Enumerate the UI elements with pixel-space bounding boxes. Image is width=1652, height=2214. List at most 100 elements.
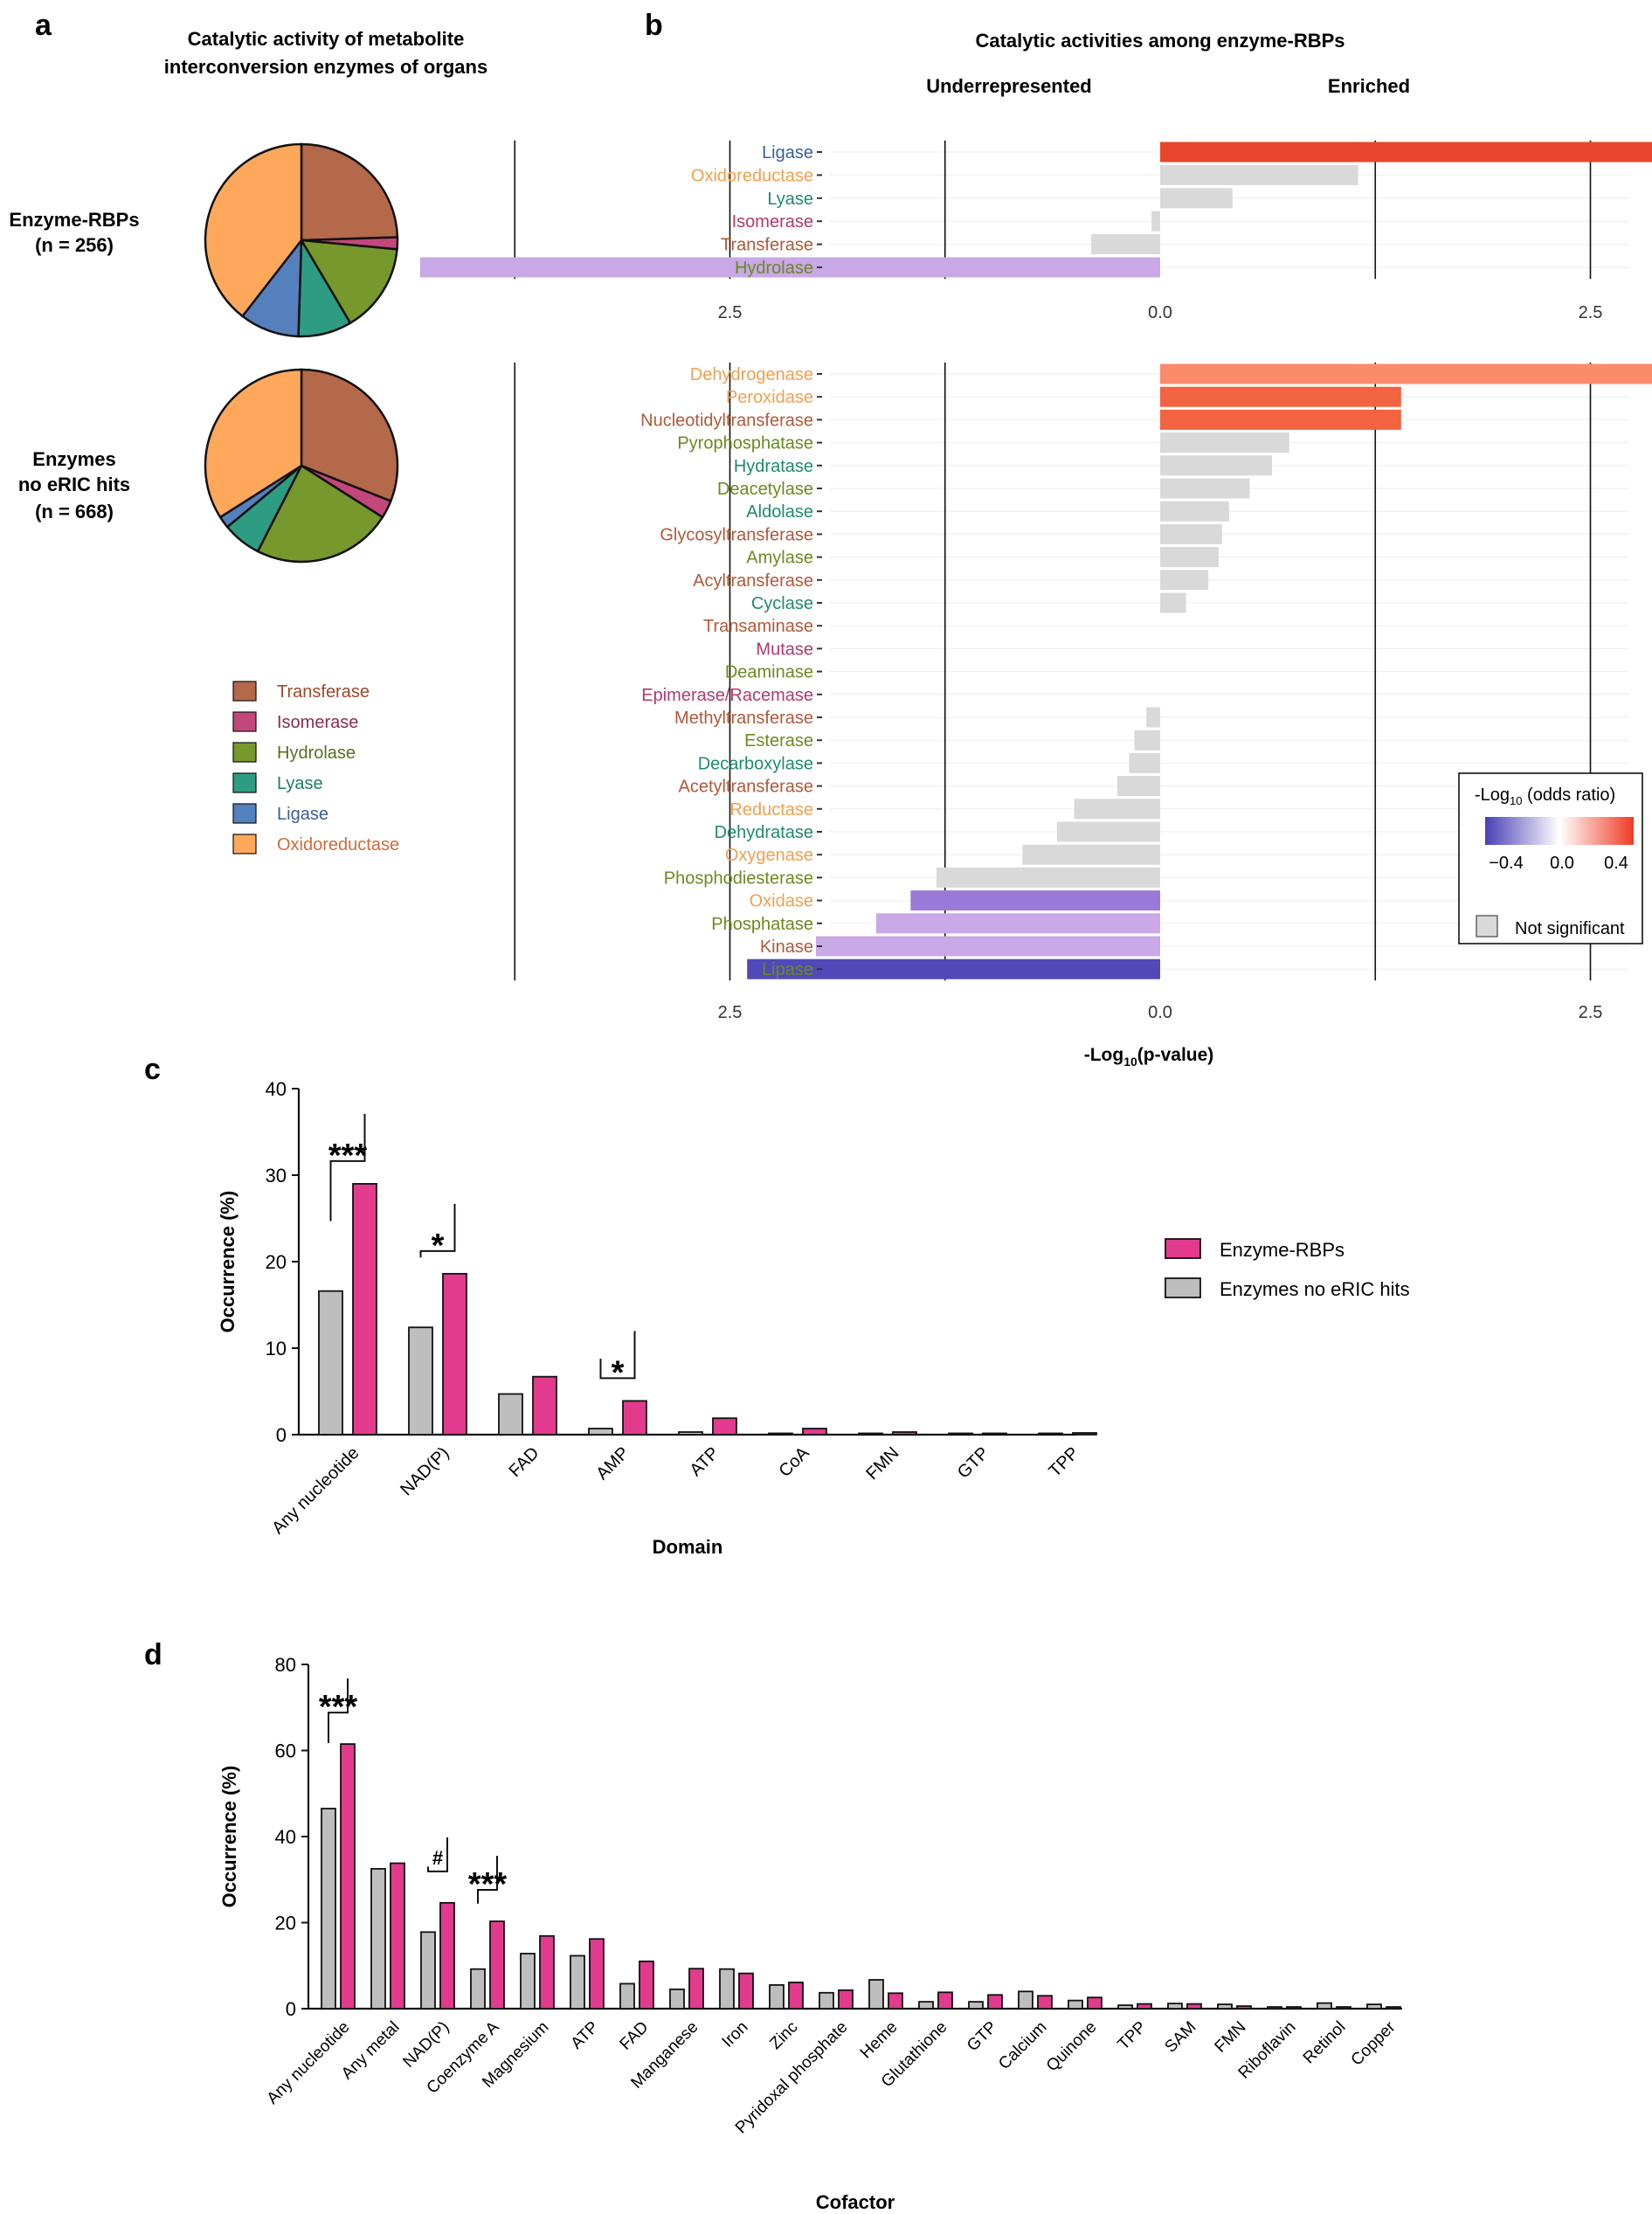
significance-bracket [328, 1678, 349, 1743]
bar-enzyme-rbp [390, 1862, 405, 2010]
bar-aldolase [1160, 501, 1229, 522]
category-label: Esterase [744, 731, 813, 751]
legend-label-transferase: Transferase [277, 682, 370, 702]
pie-slice-transferase [300, 142, 399, 242]
category-label: Acyltransferase [693, 571, 813, 591]
legend-label-hydrolase: Hydrolase [277, 744, 356, 763]
x-tick-label: 0.0 [1148, 1003, 1172, 1022]
bar-enzyme-rbp [982, 1432, 1007, 1436]
x-tick-label: 2.5 [718, 303, 743, 322]
category-label: Isomerase [732, 212, 813, 232]
category-label: TPP [1045, 1443, 1082, 1481]
b-xaxis-title: -Log10(p-value) [1084, 1045, 1214, 1069]
significance-marker: *** [328, 1138, 368, 1174]
category-label: FMN [1212, 2018, 1250, 2057]
cofactor-occurrence-chart: 0 20 40 60 80 Occurrence (%) Cofactor Any nucle… [218, 1654, 1402, 2213]
category-label: Oxygenase [725, 846, 813, 865]
bar-no-eric [1317, 2002, 1332, 2010]
bar-enzyme-rbp [892, 1431, 917, 1436]
category-label: ATP [568, 2018, 603, 2053]
bar-enzyme-rbp [1386, 2006, 1401, 2010]
bar-enzyme-rbp [1087, 1996, 1102, 2010]
category-label: Epimerase/Racemase [641, 686, 813, 705]
category-label: Hydrolase [735, 259, 813, 278]
category-label: Hydratase [734, 457, 813, 476]
category-label: FMN [862, 1443, 902, 1484]
y-tick-label: 10 [266, 1338, 287, 1360]
pie-legend: Transferase Isomerase Hydrolase Lyase Ligase… [232, 681, 399, 854]
x-axis-title: Cofactor [816, 2191, 895, 2213]
y-tick-label: 20 [266, 1251, 287, 1273]
not-significant-label: Not significant [1515, 919, 1625, 938]
bar-enzyme-rbp [1336, 2006, 1351, 2010]
bar-enzyme-rbp [1186, 2003, 1202, 2010]
legend-label-isomerase: Isomerase [277, 713, 358, 732]
category-label: Nucleotidyltransferase [640, 411, 813, 430]
y-tick-label: 40 [266, 1078, 287, 1100]
y-tick-label: 80 [275, 1654, 296, 1676]
bar-acetyltransferase [1116, 776, 1160, 797]
significance-marker: *** [468, 1866, 508, 1903]
bar-no-eric [769, 1984, 785, 2010]
bar-decarboxylase [1129, 752, 1160, 773]
legend-swatch-hydrolase [232, 742, 257, 763]
bar-no-eric [768, 1432, 793, 1436]
legend-swatch-no-eric [1165, 1277, 1201, 1298]
pie-slice-hydrolase [299, 239, 398, 325]
bar-enzyme-rbp [937, 1991, 953, 2010]
bar-acyltransferase [1160, 570, 1209, 591]
bar-glycosyltransferase [1160, 523, 1222, 544]
bar-ligase [1160, 142, 1652, 163]
domain-occurrence-chart: 0 10 20 30 40 Occurrence (%) Domain Any nucleot… [217, 1078, 1410, 1558]
panel-b: b Catalytic activities among enzyme-RBPs… [419, 9, 1652, 1069]
pie2-label-line2: no eRIC hits [18, 474, 130, 495]
category-label: Heme [857, 2018, 902, 2063]
pie-slice-oxidoreductase [204, 368, 303, 519]
bar-enzyme-rbp [838, 1989, 854, 2010]
legend-label-no-eric: Enzymes no eRIC hits [1220, 1278, 1410, 1300]
bar-enzyme-rbp [712, 1417, 737, 1436]
category-label: Cyclase [751, 594, 813, 613]
bar-enzyme-rbp [1072, 1432, 1097, 1436]
category-label: Peroxidase [726, 388, 813, 407]
category-label: Oxidoreductase [691, 166, 813, 185]
category-label: Dehydrogenase [690, 365, 813, 384]
colorbar-tick: 0.4 [1604, 854, 1628, 873]
category-label: Quinone [1043, 2018, 1101, 2076]
bar-isomerase [1151, 211, 1160, 232]
category-label: Copper [1348, 2017, 1400, 2069]
legend-swatch-lyase [232, 772, 257, 793]
significance-bracket [419, 1203, 456, 1258]
category-label: Any nucleotide [264, 2018, 354, 2108]
category-label: SAM [1162, 2018, 1200, 2057]
enriched-label: Enriched [1328, 75, 1410, 97]
category-label: Phosphodiesterase [664, 868, 813, 888]
bar-enzyme-rbp [1137, 2003, 1152, 2010]
y-tick-label: 60 [275, 1740, 296, 1762]
bar-no-eric [1267, 2006, 1282, 2010]
legend-swatch-transferase [232, 681, 257, 702]
y-tick-label: 20 [275, 1913, 296, 1934]
bar-no-eric [1018, 1990, 1033, 2010]
bar-reductase [1074, 799, 1160, 820]
panel-d-letter: d [144, 1638, 162, 1671]
bar-enzyme-rbp [888, 1992, 903, 2010]
bar-nucleotidyltransferase [1160, 409, 1401, 430]
bar-no-eric [1117, 2004, 1133, 2010]
category-label: GTP [964, 2018, 1000, 2055]
significance-bracket [329, 1113, 366, 1221]
panel-d: d 0 20 40 60 80 Occurrence (%) Cofactor Any nuc… [144, 1638, 1402, 2213]
y-tick-label: 0 [286, 1998, 296, 2020]
legend-label-ligase: Ligase [277, 805, 328, 824]
pie-slice-oxidoreductase [204, 142, 303, 318]
bar-enzyme-rbp [539, 1934, 555, 2010]
bar-no-eric [678, 1431, 703, 1436]
bar-no-eric [968, 2001, 984, 2010]
bar-lipase [747, 958, 1160, 979]
y-tick-label: 0 [276, 1424, 287, 1446]
bar-amylase [1160, 547, 1219, 568]
bar-transferase [1091, 234, 1160, 255]
y-axis-title: Occurrence (%) [218, 1766, 240, 1908]
bar-enzyme-rbp [1037, 1995, 1053, 2010]
